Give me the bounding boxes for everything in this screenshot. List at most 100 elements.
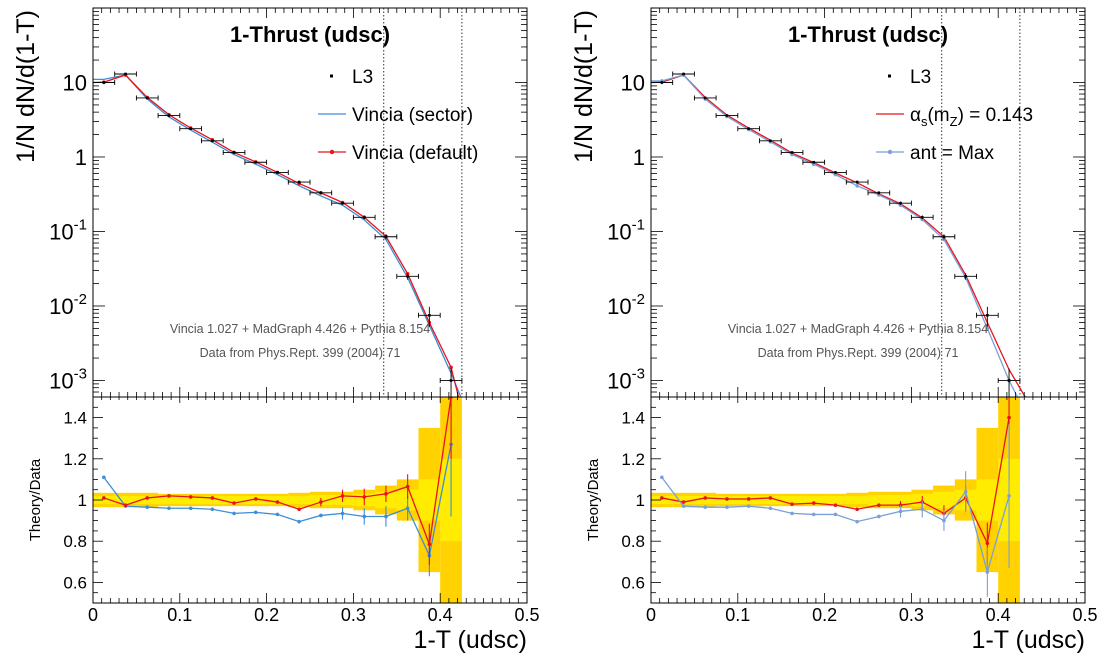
- ratio-point: [384, 514, 388, 519]
- band-inner-bin: [846, 495, 868, 505]
- ratio-point: [145, 496, 150, 500]
- band-inner-bin: [868, 494, 890, 506]
- y-tick-base: 10: [63, 70, 87, 95]
- ratio-line-1: [103, 397, 452, 547]
- ratio-point: [811, 501, 816, 505]
- band-inner-bin: [201, 495, 224, 505]
- band-inner-bin: [672, 495, 695, 505]
- legend-alpha: α: [910, 105, 921, 126]
- ratio-point: [833, 512, 838, 517]
- legend-rest: ) = 0.143: [958, 105, 1034, 126]
- data-point: [211, 139, 214, 143]
- band-inner-bin: [266, 495, 289, 505]
- y-tick-base: 10: [49, 294, 73, 319]
- ratio-point: [790, 511, 794, 516]
- data-point: [254, 160, 258, 164]
- annotation-reference: Data from Phys.Rept. 399 (2004) 71: [758, 346, 959, 360]
- data-point: [703, 96, 707, 100]
- annotation-generator: Vincia 1.027 + MadGraph 4.426 + Pythia 8…: [170, 322, 430, 336]
- y-tick-label: 10: [63, 70, 87, 95]
- data-point: [297, 180, 301, 184]
- ratio-point: [232, 501, 236, 505]
- y-tick-label: 10-2: [607, 291, 645, 319]
- ratio-point: [340, 511, 345, 516]
- ratio-point: [340, 494, 345, 498]
- legend-label: ant = Max: [910, 143, 994, 164]
- ratio-point: [855, 507, 859, 512]
- ratio-axis-title: Theory/Data: [27, 458, 44, 541]
- data-point: [232, 151, 236, 154]
- ratio-band: [651, 397, 1020, 603]
- ratio-point: [188, 506, 193, 511]
- series-point: [449, 365, 453, 370]
- ratio-point: [384, 492, 388, 496]
- x-tick-label: 0.1: [167, 605, 192, 625]
- y-tick-label: 10-2: [49, 291, 87, 319]
- y-tick-base: 1: [75, 145, 87, 170]
- y-tick-label: 10: [621, 70, 645, 95]
- data-point: [877, 191, 881, 195]
- ratio-point: [427, 542, 432, 547]
- x-tick-label: 0.3: [341, 605, 366, 625]
- data-point: [406, 275, 409, 278]
- series-point: [855, 184, 859, 188]
- band-inner-bin: [824, 495, 847, 505]
- ratio-point: [167, 506, 171, 511]
- chart-title: 1-Thrust (udsc): [788, 22, 948, 47]
- ratio-tick-label: 1.4: [63, 409, 87, 428]
- data-point: [747, 127, 750, 130]
- band-inner-bin: [694, 495, 717, 505]
- legend-label: L3: [352, 67, 373, 88]
- ratio-point: [920, 507, 925, 512]
- ratio-point: [942, 518, 946, 523]
- band-inner-bin: [933, 491, 955, 509]
- x-axis-title: 1-T (udsc): [414, 626, 527, 654]
- data-point: [167, 114, 171, 117]
- ratio-series: [102, 397, 453, 577]
- ratio-point: [405, 506, 410, 511]
- ratio-point: [877, 514, 881, 519]
- y-tick-label: 10-3: [49, 365, 87, 393]
- legend-label: Vincia (default): [352, 143, 478, 164]
- data-point: [319, 191, 323, 195]
- x-tick-label: 0: [646, 605, 656, 625]
- ratio-point: [681, 500, 686, 504]
- ratio-point: [167, 494, 171, 498]
- ratio-point: [725, 505, 729, 510]
- series-point: [985, 326, 990, 331]
- chart-title: 1-Thrust (udsc): [230, 22, 390, 47]
- legend-label: L3: [910, 67, 931, 88]
- band-inner-bin: [136, 495, 159, 505]
- y-axis-title: 1/N dN/d(1-T): [570, 10, 598, 163]
- ratio-point: [297, 519, 301, 524]
- top-frame: [650, 7, 1086, 398]
- data-point: [449, 379, 453, 382]
- x-tick-label: 0.2: [254, 605, 279, 625]
- ratio-tick-label: 1.4: [621, 409, 645, 428]
- ratio-point: [790, 502, 794, 506]
- ratio-axis-title: Theory/Data: [585, 458, 602, 541]
- data-point: [986, 313, 989, 317]
- data-point: [899, 201, 902, 205]
- legend-label: αs(mZ) = 0.143: [910, 105, 1033, 129]
- ratio-tick-label: 1: [78, 491, 87, 510]
- annotation-reference: Data from Phys.Rept. 399 (2004) 71: [200, 346, 401, 360]
- band-inner-bin: [93, 495, 115, 505]
- x-tick-label: 0.1: [725, 605, 750, 625]
- ratio-point: [833, 503, 838, 507]
- ratio-series: [660, 397, 1011, 597]
- data-point: [384, 235, 388, 239]
- band-inner-bin: [759, 495, 782, 505]
- data-point: [942, 235, 946, 239]
- ratio-point: [746, 504, 751, 508]
- ratio-point: [232, 511, 236, 516]
- y-tick-exp: -2: [74, 291, 87, 308]
- x-tick-label: 0.2: [812, 605, 837, 625]
- band-inner-bin: [158, 495, 180, 505]
- ratio-tick-label: 0.8: [63, 532, 87, 551]
- ratio-point: [123, 503, 128, 507]
- ratio-point: [703, 505, 708, 510]
- band-inner-bin: [223, 495, 245, 505]
- legend-label: Vincia (sector): [352, 105, 473, 126]
- y-tick-base: 10: [49, 219, 73, 244]
